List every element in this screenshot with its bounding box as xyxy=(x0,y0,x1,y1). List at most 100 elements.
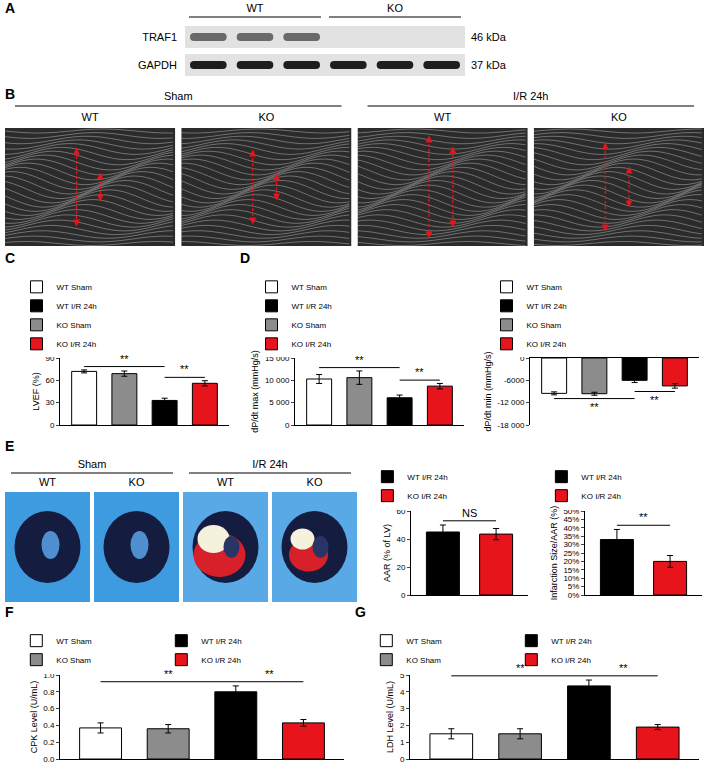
svg-text:0%: 0% xyxy=(568,591,580,600)
svg-text:KO I/R 24h: KO I/R 24h xyxy=(527,340,567,349)
html-text:C: C xyxy=(5,250,16,266)
svg-text:20: 20 xyxy=(396,563,405,572)
svg-text:WT I/R 24h: WT I/R 24h xyxy=(292,302,332,311)
svg-text:10%: 10% xyxy=(563,574,579,583)
svg-text:I/R 24h: I/R 24h xyxy=(252,458,287,470)
svg-text:20%: 20% xyxy=(563,557,579,566)
svg-text:GAPDH: GAPDH xyxy=(138,59,177,71)
svg-text:WT I/R 24h: WT I/R 24h xyxy=(527,302,567,311)
svg-text:WT Sham: WT Sham xyxy=(527,283,563,292)
svg-text:**: ** xyxy=(164,668,173,680)
svg-text:WT: WT xyxy=(82,111,99,123)
svg-text:2: 2 xyxy=(400,721,405,730)
svg-text:CPK Level (U/mL): CPK Level (U/mL) xyxy=(29,681,39,754)
svg-text:KO: KO xyxy=(307,476,323,488)
html-text:E: E xyxy=(5,438,15,454)
svg-text:-6000: -6000 xyxy=(504,376,525,385)
svg-text:Infarction Size/AAR (%): Infarction Size/AAR (%) xyxy=(549,506,559,601)
svg-text:1: 1 xyxy=(400,738,405,747)
svg-text:25%: 25% xyxy=(563,549,579,558)
svg-text:**: ** xyxy=(355,354,364,366)
svg-text:**: ** xyxy=(590,401,599,413)
svg-text:WT Sham: WT Sham xyxy=(292,283,328,292)
svg-text:WT Sham: WT Sham xyxy=(406,637,442,646)
svg-text:LDH Level (U/mL): LDH Level (U/mL) xyxy=(385,681,395,753)
svg-text:KO: KO xyxy=(258,111,274,123)
svg-text:WT: WT xyxy=(217,476,234,488)
svg-text:0.8: 0.8 xyxy=(43,688,55,697)
svg-text:60: 60 xyxy=(45,376,54,385)
svg-text:35%: 35% xyxy=(563,532,579,541)
svg-text:KO I/R 24h: KO I/R 24h xyxy=(292,340,332,349)
svg-text:WT Sham: WT Sham xyxy=(57,283,93,292)
svg-text:0.0: 0.0 xyxy=(43,755,55,764)
svg-text:30%: 30% xyxy=(563,540,579,549)
svg-text:15%: 15% xyxy=(563,566,579,575)
svg-text:KO Sham: KO Sham xyxy=(527,321,562,330)
svg-text:AAR (% of LV): AAR (% of LV) xyxy=(382,524,392,582)
svg-text:0.6: 0.6 xyxy=(43,704,55,713)
svg-text:**: ** xyxy=(650,394,659,406)
svg-text:0: 0 xyxy=(401,591,406,600)
html-text:D: D xyxy=(240,250,251,266)
svg-text:WT: WT xyxy=(246,2,263,14)
svg-text:KO I/R 24h: KO I/R 24h xyxy=(407,492,447,501)
svg-text:30: 30 xyxy=(45,398,54,407)
svg-text:3: 3 xyxy=(400,704,405,713)
svg-text:NS: NS xyxy=(462,507,477,519)
html-text:G: G xyxy=(355,604,366,620)
svg-text:dP/dt max (mmHg/s): dP/dt max (mmHg/s) xyxy=(250,350,260,433)
svg-text:**: ** xyxy=(639,511,648,523)
svg-text:WT Sham: WT Sham xyxy=(56,637,92,646)
svg-text:LVEF (%): LVEF (%) xyxy=(31,372,41,410)
svg-text:**: ** xyxy=(619,662,628,674)
svg-text:KO Sham: KO Sham xyxy=(57,321,92,330)
svg-text:5%: 5% xyxy=(568,582,580,591)
svg-text:WT: WT xyxy=(39,476,56,488)
svg-text:**: ** xyxy=(180,363,189,375)
svg-text:KO I/R 24h: KO I/R 24h xyxy=(201,656,241,665)
svg-text:**: ** xyxy=(120,353,129,365)
svg-text:Sham: Sham xyxy=(164,90,193,102)
svg-text:WT: WT xyxy=(434,111,451,123)
svg-text:0: 0 xyxy=(50,421,55,430)
svg-text:0: 0 xyxy=(285,421,290,430)
svg-text:45%: 45% xyxy=(563,515,579,524)
svg-text:-18 000: -18 000 xyxy=(497,421,525,430)
svg-text:40: 40 xyxy=(396,535,405,544)
html-text:B: B xyxy=(5,86,16,102)
svg-text:**: ** xyxy=(516,662,525,674)
svg-text:KO: KO xyxy=(387,2,403,14)
html-text:A: A xyxy=(5,0,16,16)
svg-text:0: 0 xyxy=(400,755,405,764)
svg-text:0.4: 0.4 xyxy=(43,721,55,730)
svg-text:5 000: 5 000 xyxy=(269,398,290,407)
svg-text:KO I/R 24h: KO I/R 24h xyxy=(57,340,97,349)
svg-text:I/R 24h: I/R 24h xyxy=(513,90,548,102)
svg-text:KO Sham: KO Sham xyxy=(406,656,441,665)
svg-text:dP/dt min (mmHg/s): dP/dt min (mmHg/s) xyxy=(483,351,493,431)
svg-text:Sham: Sham xyxy=(78,458,107,470)
svg-text:WT I/R 24h: WT I/R 24h xyxy=(551,637,591,646)
svg-text:0.2: 0.2 xyxy=(43,738,55,747)
svg-text:90: 90 xyxy=(45,353,55,363)
svg-text:WT I/R 24h: WT I/R 24h xyxy=(57,302,97,311)
svg-text:10 000: 10 000 xyxy=(265,376,290,385)
svg-text:37 kDa: 37 kDa xyxy=(471,59,507,71)
svg-text:WT I/R 24h: WT I/R 24h xyxy=(581,473,621,482)
svg-text:KO Sham: KO Sham xyxy=(292,321,327,330)
svg-text:WT I/R 24h: WT I/R 24h xyxy=(201,637,241,646)
svg-text:46 kDa: 46 kDa xyxy=(471,31,507,43)
svg-text:KO: KO xyxy=(611,111,627,123)
svg-text:40%: 40% xyxy=(563,524,579,533)
svg-text:KO I/R 24h: KO I/R 24h xyxy=(581,492,621,501)
svg-text:**: ** xyxy=(415,366,424,378)
svg-text:TRAF1: TRAF1 xyxy=(142,31,177,43)
svg-text:-12 000: -12 000 xyxy=(497,398,525,407)
svg-text:WT I/R 24h: WT I/R 24h xyxy=(407,473,447,482)
svg-text:4: 4 xyxy=(400,688,405,697)
svg-text:KO Sham: KO Sham xyxy=(56,656,91,665)
svg-text:**: ** xyxy=(265,668,274,680)
svg-text:KO: KO xyxy=(129,476,145,488)
svg-text:KO I/R 24h: KO I/R 24h xyxy=(551,656,591,665)
